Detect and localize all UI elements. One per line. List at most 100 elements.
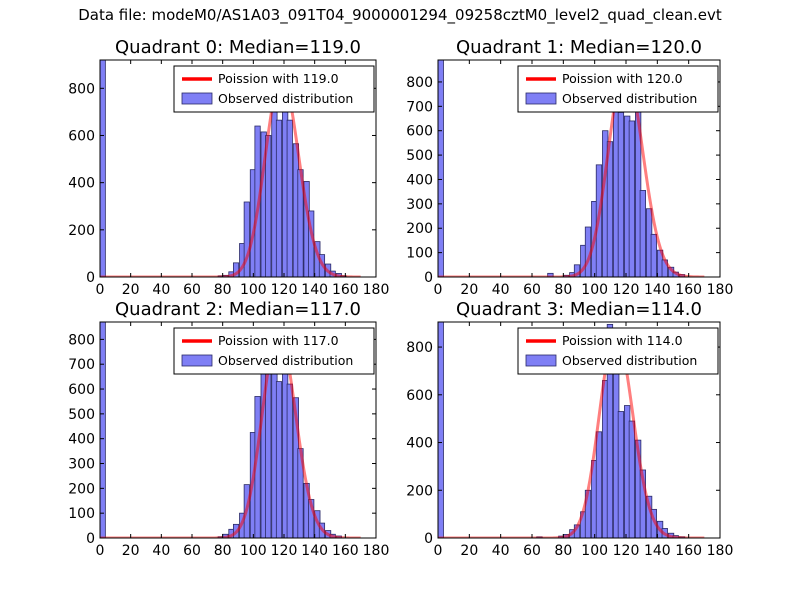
axes-frame bbox=[99, 321, 377, 539]
y-tick-label: 500 bbox=[406, 148, 433, 164]
x-tick-label: 40 bbox=[152, 282, 170, 298]
x-tick-label: 0 bbox=[434, 282, 443, 298]
poisson-curve bbox=[438, 332, 705, 538]
histogram-bar bbox=[286, 383, 293, 538]
x-tick-label: 120 bbox=[613, 282, 640, 298]
legend-poisson-label: Poission with 117.0 bbox=[218, 333, 339, 348]
x-tick-label: 0 bbox=[434, 543, 443, 559]
x-tick-label: 80 bbox=[554, 282, 572, 298]
y-tick-label: 100 bbox=[68, 506, 95, 522]
subplot-3: 0 20 40 60 80 100 120 140 160 180 0 200 400 600 800 Qua… bbox=[406, 299, 733, 559]
x-tick-label: 80 bbox=[214, 282, 232, 298]
y-tick-label: 200 bbox=[406, 483, 433, 499]
subplot-2: 0 20 40 60 80 100 120 140 160 1800100200300400500… bbox=[68, 299, 389, 559]
axes-frame bbox=[437, 59, 721, 278]
histogram-bar bbox=[628, 420, 636, 538]
x-tick-label: 160 bbox=[675, 282, 702, 298]
histogram-bar bbox=[617, 411, 625, 538]
histogram-bar bbox=[243, 201, 250, 277]
x-tick-label: 180 bbox=[707, 282, 734, 298]
legend-hist-swatch bbox=[181, 92, 213, 105]
subplot-title: Quadrant 0: Median=119.0 bbox=[115, 37, 361, 58]
subplot-title: Quadrant 2: Median=117.0 bbox=[115, 299, 361, 320]
legend-poisson-label: Poission with 120.0 bbox=[562, 71, 683, 86]
histogram-bar bbox=[100, 60, 106, 277]
y-tick-label: 0 bbox=[424, 531, 433, 547]
legend-hist-swatch bbox=[181, 354, 213, 367]
y-tick-label: 600 bbox=[406, 388, 433, 404]
y-tick-label: 800 bbox=[68, 332, 95, 348]
histogram-bar bbox=[650, 233, 657, 277]
y-tick-label: 400 bbox=[406, 436, 433, 452]
y-tick-label: 100 bbox=[406, 246, 433, 262]
histogram-bar bbox=[100, 322, 106, 538]
legend-poisson-label: Poission with 119.0 bbox=[218, 71, 339, 86]
y-tick-label: 0 bbox=[86, 531, 95, 547]
histogram-bar bbox=[639, 469, 646, 538]
legend-hist-label: Observed distribution bbox=[218, 91, 353, 106]
x-tick-label: 60 bbox=[523, 282, 541, 298]
y-tick-label: 500 bbox=[68, 407, 95, 423]
x-tick-label: 20 bbox=[460, 543, 478, 559]
legend: Poission with 117.0 Observed distribution bbox=[173, 327, 375, 375]
histogram-bar bbox=[275, 381, 283, 538]
subplot-1: 0 20 40 60 80 100 120 140 160 180 0 100 200 300 400 500… bbox=[406, 37, 733, 298]
x-tick-label: 100 bbox=[581, 543, 608, 559]
subplot-title: Quadrant 1: Median=120.0 bbox=[456, 37, 702, 58]
x-tick-label: 120 bbox=[271, 543, 298, 559]
histogram-bar bbox=[438, 322, 444, 538]
y-tick-label: 700 bbox=[68, 357, 95, 373]
histogram-bar bbox=[606, 323, 614, 538]
histogram-bar bbox=[639, 190, 646, 277]
axes-frame bbox=[99, 59, 377, 278]
histogram-bar bbox=[617, 112, 625, 277]
x-tick-label: 40 bbox=[152, 543, 170, 559]
x-tick-label: 20 bbox=[122, 543, 140, 559]
histogram-bar bbox=[595, 431, 603, 538]
x-tick-label: 100 bbox=[240, 543, 267, 559]
y-tick-label: 700 bbox=[406, 99, 433, 115]
y-tick-label: 400 bbox=[406, 172, 433, 188]
x-tick-label: 160 bbox=[332, 282, 359, 298]
y-tick-label: 0 bbox=[86, 270, 95, 286]
x-tick-label: 100 bbox=[581, 282, 608, 298]
y-tick-label: 300 bbox=[68, 457, 95, 473]
y-tick-label: 600 bbox=[68, 382, 95, 398]
x-tick-label: 140 bbox=[644, 543, 671, 559]
x-tick-label: 120 bbox=[271, 282, 298, 298]
x-tick-label: 20 bbox=[460, 282, 478, 298]
legend: Poission with 119.0 Observed distribution bbox=[173, 65, 375, 113]
y-tick-label: 800 bbox=[68, 81, 95, 97]
legend-hist-label: Observed distribution bbox=[218, 353, 353, 368]
x-tick-label: 140 bbox=[301, 543, 328, 559]
x-tick-label: 160 bbox=[675, 543, 702, 559]
y-tick-label: 600 bbox=[406, 124, 433, 140]
axes-frame bbox=[437, 321, 721, 539]
y-tick-label: 200 bbox=[68, 481, 95, 497]
histogram-bar bbox=[286, 119, 293, 277]
y-tick-label: 0 bbox=[424, 270, 433, 286]
subplot-0: 0 20 40 60 80 100 120 140 160 180 0 200 400 600 800 Qua… bbox=[68, 37, 389, 298]
legend-hist-swatch bbox=[525, 92, 557, 105]
x-tick-label: 60 bbox=[183, 543, 201, 559]
y-tick-label: 200 bbox=[68, 223, 95, 239]
y-tick-label: 600 bbox=[68, 128, 95, 144]
histogram-bar bbox=[275, 119, 283, 277]
y-tick-label: 400 bbox=[68, 432, 95, 448]
x-tick-label: 60 bbox=[183, 282, 201, 298]
x-tick-label: 60 bbox=[523, 543, 541, 559]
x-tick-label: 180 bbox=[363, 543, 390, 559]
histogram-bar bbox=[438, 60, 444, 277]
x-tick-label: 180 bbox=[363, 282, 390, 298]
legend: Poission with 120.0 Observed distribution bbox=[517, 65, 719, 113]
y-tick-label: 800 bbox=[406, 75, 433, 91]
x-tick-label: 40 bbox=[492, 543, 510, 559]
y-tick-label: 800 bbox=[406, 340, 433, 356]
figure-title: Data file: modeM0/AS1A03_091T04_90000012… bbox=[78, 6, 722, 24]
x-tick-label: 140 bbox=[644, 282, 671, 298]
x-tick-label: 180 bbox=[707, 543, 734, 559]
poisson-curve bbox=[100, 330, 361, 538]
x-tick-label: 140 bbox=[301, 282, 328, 298]
